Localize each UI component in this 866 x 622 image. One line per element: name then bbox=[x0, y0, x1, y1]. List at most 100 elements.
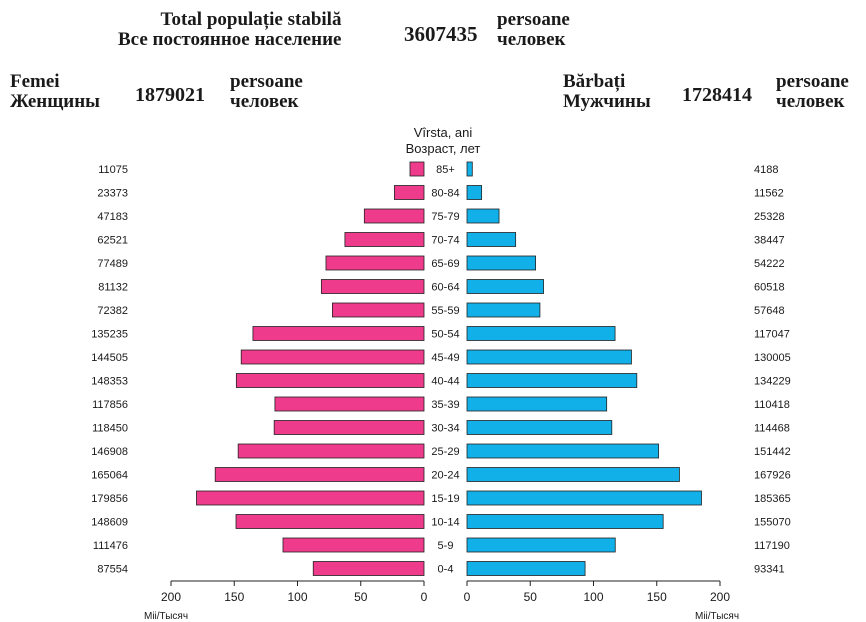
male-label-ro: Bărbați bbox=[563, 71, 626, 92]
male-value: 1728414 bbox=[682, 84, 752, 106]
female-value-label: 135235 bbox=[91, 329, 128, 341]
male-bar bbox=[466, 161, 473, 177]
female-value-label: 148353 bbox=[91, 376, 128, 388]
male-value-label: 57648 bbox=[754, 305, 785, 317]
male-bar bbox=[466, 514, 664, 529]
male-value-label: 4188 bbox=[754, 164, 778, 176]
female-value-label: 179856 bbox=[91, 493, 128, 505]
male-bar bbox=[466, 349, 632, 365]
female-bar bbox=[240, 349, 425, 365]
x-tick-label-left: 150 bbox=[224, 590, 244, 604]
age-group-label: 65-69 bbox=[431, 258, 459, 270]
x-tick-label-left: 0 bbox=[421, 590, 428, 604]
female-bar bbox=[344, 232, 425, 247]
female-value-label: 62521 bbox=[97, 235, 128, 247]
female-bar bbox=[252, 326, 425, 341]
axis-title-ro: Vîrsta, ani bbox=[414, 125, 473, 140]
male-unit-ro: persoane bbox=[776, 71, 849, 92]
female-bar bbox=[274, 396, 425, 412]
age-group-label: 0-4 bbox=[438, 564, 454, 576]
axis-title-ru: Возраст, лет bbox=[406, 141, 481, 156]
female-value-label: 144505 bbox=[91, 352, 128, 364]
male-value-label: 151442 bbox=[754, 446, 791, 458]
age-group-label: 10-14 bbox=[431, 517, 459, 529]
female-bar bbox=[394, 185, 425, 200]
x-tick-label-right: 150 bbox=[647, 590, 667, 604]
x-tick-label-right: 100 bbox=[583, 590, 603, 604]
male-value-label: 54222 bbox=[754, 258, 785, 270]
female-bar bbox=[363, 208, 425, 224]
female-value-label: 117856 bbox=[92, 399, 128, 411]
x-tick-label-right: 0 bbox=[464, 590, 471, 604]
female-value-label: 87554 bbox=[97, 564, 128, 576]
male-bar bbox=[466, 420, 613, 435]
age-group-label: 35-39 bbox=[431, 399, 459, 411]
female-bar bbox=[320, 279, 425, 294]
female-bar bbox=[235, 373, 425, 388]
age-group-label: 30-34 bbox=[431, 423, 459, 435]
age-group-label: 85+ bbox=[436, 164, 455, 176]
female-value: 1879021 bbox=[135, 84, 205, 106]
age-group-label: 70-74 bbox=[431, 235, 459, 247]
female-bar bbox=[325, 255, 425, 271]
age-group-label: 15-19 bbox=[431, 493, 459, 505]
age-group-label: 80-84 bbox=[431, 188, 459, 200]
male-label-ru: Мужчины bbox=[563, 91, 651, 112]
x-tick-label-left: 50 bbox=[354, 590, 368, 604]
female-label-ru: Женщины bbox=[10, 91, 100, 112]
total-unit-ro: persoane bbox=[497, 9, 570, 30]
female-bar bbox=[214, 467, 425, 482]
x-axes: 0 0 50 50 100 100 150 150 200 200 bbox=[161, 580, 730, 604]
male-value-label: 117190 bbox=[754, 540, 790, 552]
x-unit-right: Mii/Тысяч bbox=[695, 611, 739, 622]
male-unit-ru: человек bbox=[776, 91, 845, 112]
female-value-label: 11075 bbox=[98, 164, 128, 176]
male-value-label: 130005 bbox=[754, 352, 791, 364]
male-bar bbox=[466, 185, 483, 200]
pyramid-rows: 85+ 11075 4188 80-84 23373 11562 75-79 47183 253… bbox=[91, 161, 791, 576]
age-group-label: 75-79 bbox=[431, 211, 459, 223]
male-value-label: 117047 bbox=[754, 329, 790, 341]
female-bar bbox=[273, 420, 425, 435]
male-value-label: 155070 bbox=[754, 517, 791, 529]
x-tick-label-right: 50 bbox=[524, 590, 538, 604]
age-group-label: 55-59 bbox=[431, 305, 459, 317]
male-value-label: 185365 bbox=[754, 493, 791, 505]
female-value-label: 23373 bbox=[97, 188, 128, 200]
female-bar bbox=[237, 443, 425, 459]
age-group-label: 45-49 bbox=[431, 352, 459, 364]
female-label: Femei Женщины bbox=[10, 72, 100, 112]
age-group-label: 25-29 bbox=[431, 446, 459, 458]
female-label-ro: Femei bbox=[10, 71, 60, 92]
male-bar bbox=[466, 232, 517, 247]
age-group-label: 50-54 bbox=[431, 329, 459, 341]
age-group-label: 60-64 bbox=[431, 282, 459, 294]
female-value-label: 146908 bbox=[91, 446, 128, 458]
male-value-label: 11562 bbox=[754, 188, 784, 200]
female-bar bbox=[196, 490, 425, 506]
female-bar bbox=[235, 514, 425, 529]
male-value-label: 167926 bbox=[754, 470, 791, 482]
female-bar bbox=[282, 537, 425, 553]
age-group-label: 40-44 bbox=[431, 376, 459, 388]
female-value-label: 77489 bbox=[97, 258, 128, 270]
total-label: Total populație stabilă Все постоянное н… bbox=[118, 10, 341, 50]
x-tick-label-right: 200 bbox=[710, 590, 730, 604]
female-unit: persoane человек bbox=[230, 72, 303, 112]
total-unit-ru: человек bbox=[497, 29, 566, 50]
age-group-label: 20-24 bbox=[431, 470, 459, 482]
male-value-label: 60518 bbox=[754, 282, 785, 294]
male-bar bbox=[466, 561, 586, 576]
male-bar bbox=[466, 490, 702, 506]
male-unit: persoane человек bbox=[776, 72, 849, 112]
female-value-label: 148609 bbox=[91, 517, 128, 529]
female-value-label: 81132 bbox=[98, 282, 128, 294]
male-value-label: 25328 bbox=[754, 211, 785, 223]
male-bar bbox=[466, 396, 608, 412]
female-value-label: 47183 bbox=[97, 211, 128, 223]
male-value-label: 93341 bbox=[754, 564, 785, 576]
x-unit-left: Mii/Тысяч bbox=[144, 611, 188, 622]
female-bar bbox=[332, 302, 425, 318]
female-bar bbox=[312, 561, 425, 576]
